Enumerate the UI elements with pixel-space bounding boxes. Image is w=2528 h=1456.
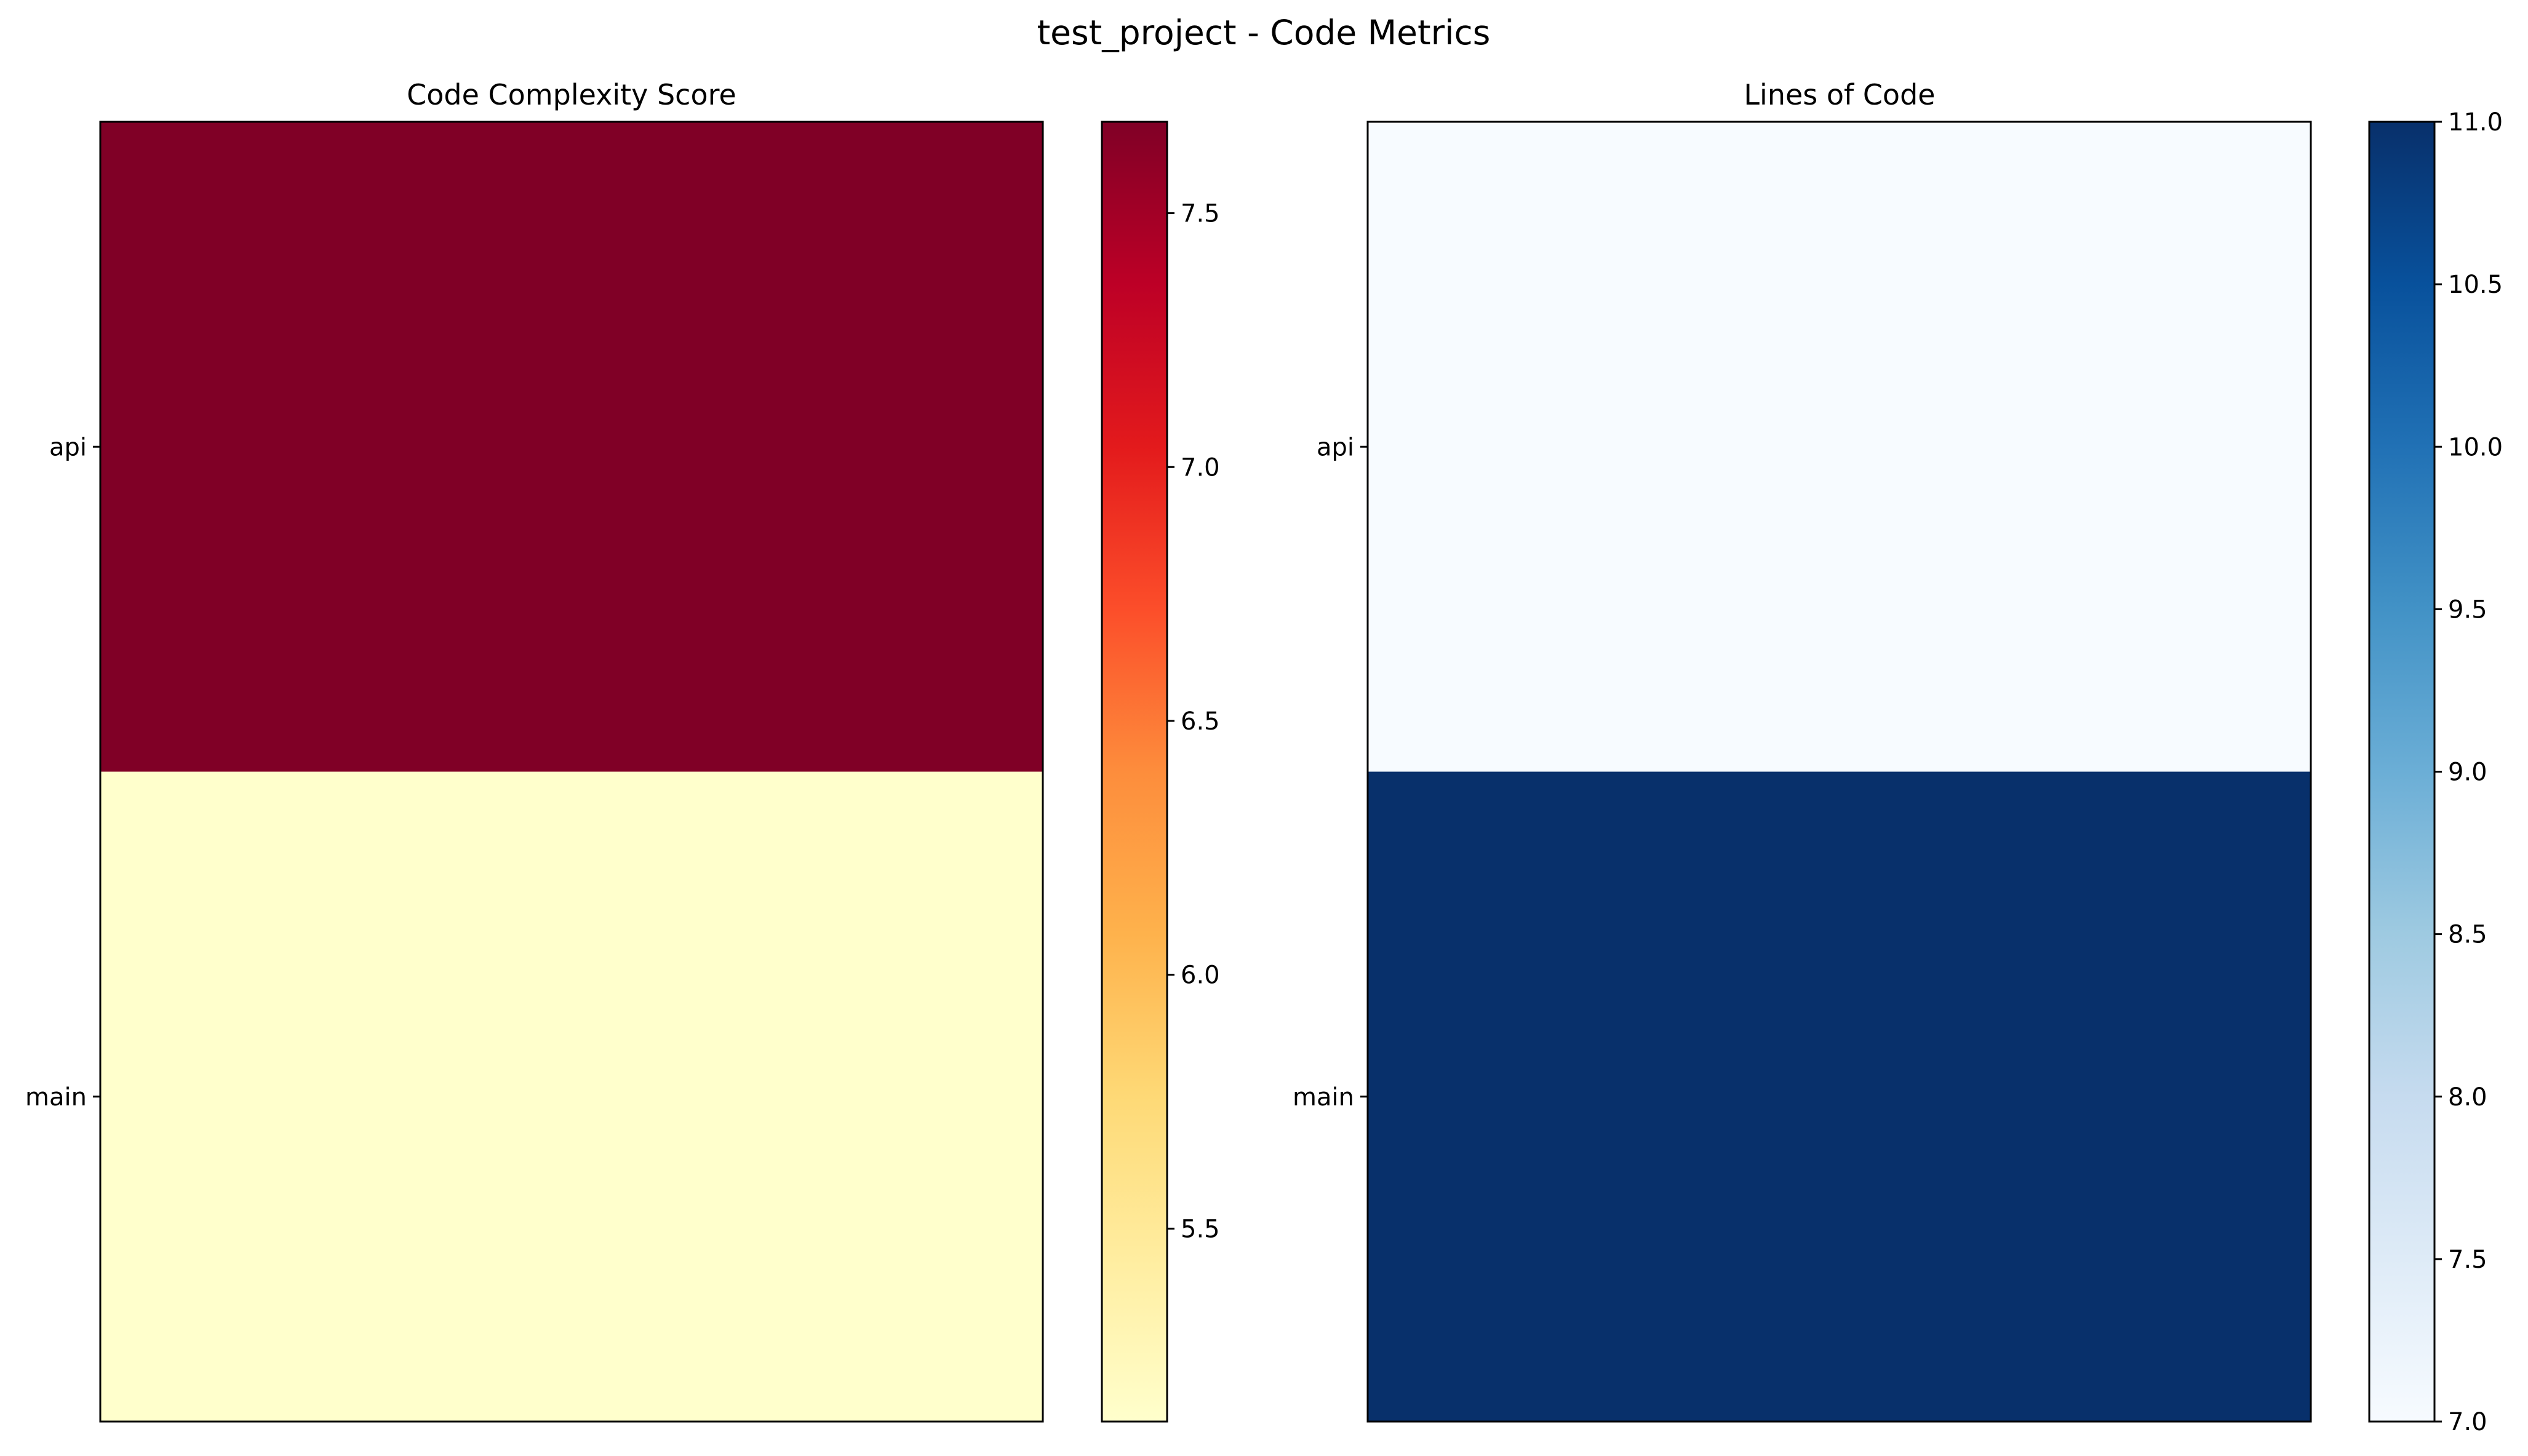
figure-title: test_project - Code Metrics — [1037, 13, 1491, 52]
colorbar-tick-label: 8.5 — [2448, 921, 2487, 949]
colorbar-tick-label: 5.5 — [1181, 1215, 1220, 1243]
row-label-api: api — [1317, 433, 1354, 461]
colorbar-tick-label: 7.0 — [1181, 453, 1220, 482]
loc-heatmap-cells — [1368, 122, 2311, 1422]
complexity-heatmap-cells — [100, 122, 1043, 1422]
colorbar-tick-label: 10.0 — [2448, 433, 2503, 461]
complexity-row-labels: api main — [25, 433, 100, 1112]
heatmap-cell-loc-api — [1368, 122, 2311, 772]
loc-colorbar-ticks: 7.0 7.5 8.0 8.5 9.0 9.5 10.0 10.5 11.0 — [2434, 108, 2503, 1436]
colorbar-tick-label: 6.5 — [1181, 707, 1220, 736]
complexity-colorbar-ticks: 5.5 6.0 6.5 7.0 7.5 — [1167, 200, 1220, 1243]
row-label-main: main — [1293, 1083, 1354, 1112]
complexity-colorbar-frame — [1101, 121, 1168, 1423]
colorbar-tick-label: 9.0 — [2448, 758, 2487, 787]
complexity-chart-title: Code Complexity Score — [407, 78, 736, 111]
colorbar-tick-label: 7.5 — [2448, 1246, 2487, 1274]
colorbar-tick-label: 7.5 — [1181, 200, 1220, 228]
colorbar-tick-label: 9.5 — [2448, 595, 2487, 624]
loc-heatmap-panel: Lines of Code api main 7.0 7.5 8.0 8.5 9.0 9.5… — [1293, 78, 2503, 1436]
heatmap-cell-complexity-api — [100, 122, 1043, 772]
colorbar-tick-label: 10.5 — [2448, 271, 2503, 299]
row-label-main: main — [25, 1083, 87, 1112]
complexity-plot-frame — [99, 121, 1044, 1423]
complexity-colorbar — [1102, 122, 1167, 1422]
loc-plot-frame — [1366, 121, 2312, 1423]
colorbar-tick-label: 7.0 — [2448, 1408, 2487, 1436]
loc-row-labels: api main — [1293, 433, 1368, 1112]
heatmap-cell-complexity-main — [100, 771, 1043, 1422]
colorbar-tick-label: 6.0 — [1181, 961, 1220, 990]
loc-colorbar — [2369, 122, 2434, 1422]
heatmap-cell-loc-main — [1368, 771, 2311, 1422]
colorbar-tick-label: 8.0 — [2448, 1083, 2487, 1112]
loc-chart-title: Lines of Code — [1744, 78, 1935, 111]
colorbar-tick-label: 11.0 — [2448, 108, 2503, 137]
row-label-api: api — [49, 433, 87, 461]
complexity-heatmap-panel: Code Complexity Score api main 5.5 6.0 6.5 7… — [25, 78, 1220, 1423]
